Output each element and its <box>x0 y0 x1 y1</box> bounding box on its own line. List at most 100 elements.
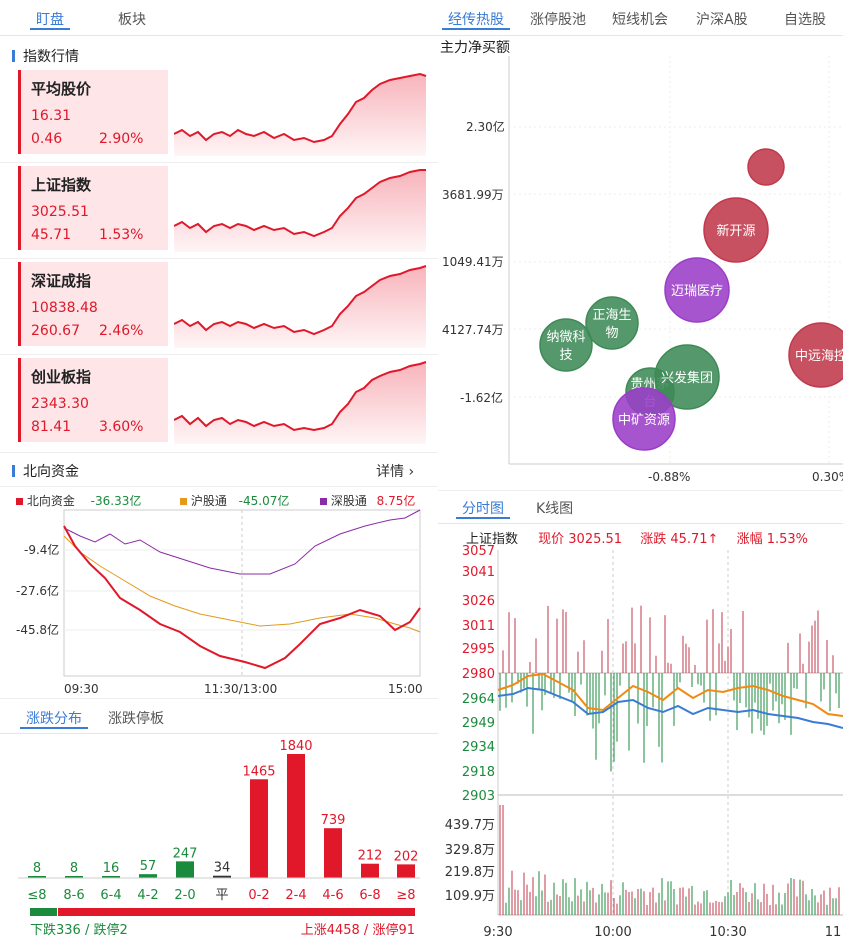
north-detail-link[interactable]: 详情 › <box>376 461 414 481</box>
index-name: 深证成指 <box>31 272 92 290</box>
legend-sh-value: -45.07亿 <box>238 494 290 508</box>
bubble-label: 纳微科 <box>546 330 585 345</box>
ratio-down-bar <box>30 908 57 916</box>
bubble-中远海控[interactable]: 中远海控 <box>788 322 843 388</box>
index-card[interactable]: 深证成指 10838.48 260.67 2.46% <box>18 262 168 346</box>
dist-count: 1840 <box>279 739 312 754</box>
tab-intraday[interactable]: 分时图 <box>456 498 510 519</box>
ratio-up-bar <box>58 908 415 916</box>
tab-a-shares[interactable]: 沪深A股 <box>696 12 748 28</box>
time-tick: 10:30 <box>709 925 746 938</box>
dist-count: 57 <box>140 859 157 874</box>
left-tabs: 盯盘 板块 <box>0 0 438 36</box>
dist-count: 247 <box>173 846 198 861</box>
intraday-pct: 涨幅 1.53% <box>736 532 809 547</box>
dist-range-label: 2-4 <box>285 888 306 903</box>
price-tick: 2964 <box>462 692 495 707</box>
time-tick: 10:00 <box>594 925 631 938</box>
sparkline-line <box>174 169 426 238</box>
legend-north: 北向资金 -36.33亿 <box>16 492 141 509</box>
tab-dist[interactable]: 涨跌分布 <box>20 708 88 729</box>
index-value: 16.31 <box>31 108 72 124</box>
index-name: 平均股价 <box>31 80 92 98</box>
dist-range-label: 4-2 <box>137 888 158 903</box>
bubble-迈瑞医疗[interactable]: 迈瑞医疗 <box>664 257 730 323</box>
north-ytick: -45.8亿 <box>16 622 59 637</box>
bubble-label: 迈瑞医疗 <box>671 284 723 299</box>
north-xtick: 15:00 <box>388 682 423 696</box>
dist-range-label: ≤8 <box>27 888 46 903</box>
legend-north-value: -36.33亿 <box>90 494 142 508</box>
legend-sz-value: 8.75亿 <box>376 494 416 508</box>
price-tick: 2918 <box>462 765 495 780</box>
intraday-header: 上证指数 现价 3025.51 涨跌 45.71↑ 涨幅 1.53% <box>466 528 808 547</box>
index-sparkline <box>174 265 427 348</box>
bubble-新开源[interactable]: 新开源 <box>703 197 769 263</box>
index-pct: 2.46% <box>99 323 144 339</box>
intraday-chart: 3057 3041 3026 3011 2995 2980 2964 2949 2934 2918… <box>445 544 843 938</box>
dist-bar <box>139 874 157 878</box>
dist-count: 16 <box>103 861 120 876</box>
north-xtick: 09:30 <box>64 682 99 696</box>
dist-range-label: 4-6 <box>322 888 343 903</box>
time-tick: 11 <box>825 925 842 938</box>
price-line <box>497 686 843 729</box>
dist-range-label: 2-0 <box>174 888 195 903</box>
dist-tabs: 涨跌分布 涨跌停板 <box>0 704 438 734</box>
price-tick: 2949 <box>462 716 495 731</box>
bubble-兴发集团[interactable]: 兴发集团 <box>654 344 720 410</box>
index-pct: 2.90% <box>99 131 144 147</box>
tab-sector[interactable]: 板块 <box>118 12 146 28</box>
bubble-unnamed[interactable] <box>747 148 785 186</box>
tab-kline[interactable]: K线图 <box>536 501 574 517</box>
index-card[interactable]: 平均股价 16.31 0.46 2.90% <box>18 70 168 154</box>
tab-limit[interactable]: 涨跌停板 <box>108 711 164 727</box>
bubble-ylabel: 主力净买额 <box>440 40 510 56</box>
dist-range-label: 6-8 <box>359 888 380 903</box>
dist-count: 1465 <box>242 764 275 779</box>
index-name: 上证指数 <box>31 176 92 194</box>
hot-tabs: 经传热股 涨停股池 短线机会 沪深A股 自选股 <box>438 0 843 36</box>
dist-bar <box>250 779 268 878</box>
index-change: 81.41 <box>31 419 72 435</box>
bubble-ytick: 2.30亿 <box>466 119 505 134</box>
bubble-中矿资源[interactable]: 中矿资源 <box>612 387 676 451</box>
tab-watch[interactable]: 盯盘 <box>30 9 70 30</box>
avg-price-line <box>497 672 843 717</box>
north-ytick: -9.4亿 <box>24 542 59 557</box>
tab-watchlist[interactable]: 自选股 <box>784 12 826 28</box>
legend-sz-label: 深股通 <box>330 494 367 508</box>
bubble-chart: 主力净买额 2.30亿 3681.99万 1049.41万 4127.74万 -… <box>440 40 843 484</box>
index-card[interactable]: 上证指数 3025.51 45.71 1.53% <box>18 166 168 250</box>
sparkline-area <box>174 362 426 444</box>
bubble-label: 正海生 <box>592 308 631 323</box>
index-section-title: 指数行情 <box>12 46 79 66</box>
chevron-right-icon: › <box>408 464 415 480</box>
dist-bar <box>28 876 46 878</box>
index-change: 260.67 <box>31 323 80 339</box>
dist-count: 202 <box>394 849 419 864</box>
sparkline-area <box>174 170 426 252</box>
north-section-title: 北向资金 <box>12 461 79 481</box>
volume-tick: 439.7万 <box>445 818 495 833</box>
dist-bar <box>176 861 194 878</box>
index-card[interactable]: 创业板指 2343.30 81.41 3.60% <box>18 358 168 442</box>
intraday-index-name: 上证指数 <box>466 532 519 547</box>
distribution-chart: 8 ≤8 8 8-6 16 6-4 57 4-2 247 2-0 34 平 1465 0-2 1840 2-4… <box>18 739 420 936</box>
legend-north-label: 北向资金 <box>26 494 75 508</box>
legend-sh: 沪股通 -45.07亿 <box>180 492 289 509</box>
tab-hot-stocks[interactable]: 经传热股 <box>442 9 510 30</box>
dist-bar <box>102 876 120 878</box>
tab-short-term[interactable]: 短线机会 <box>612 12 668 28</box>
tab-limit-pool[interactable]: 涨停股池 <box>530 12 586 28</box>
dist-range-label: 6-4 <box>100 888 121 903</box>
dist-bar <box>397 864 415 878</box>
index-value: 2343.30 <box>31 396 89 412</box>
index-value: 3025.51 <box>31 204 89 220</box>
legend-sh-label: 沪股通 <box>190 494 227 508</box>
index-change: 45.71 <box>31 227 72 243</box>
price-tick: 2934 <box>462 740 495 755</box>
bubble-label: 技 <box>559 348 572 363</box>
